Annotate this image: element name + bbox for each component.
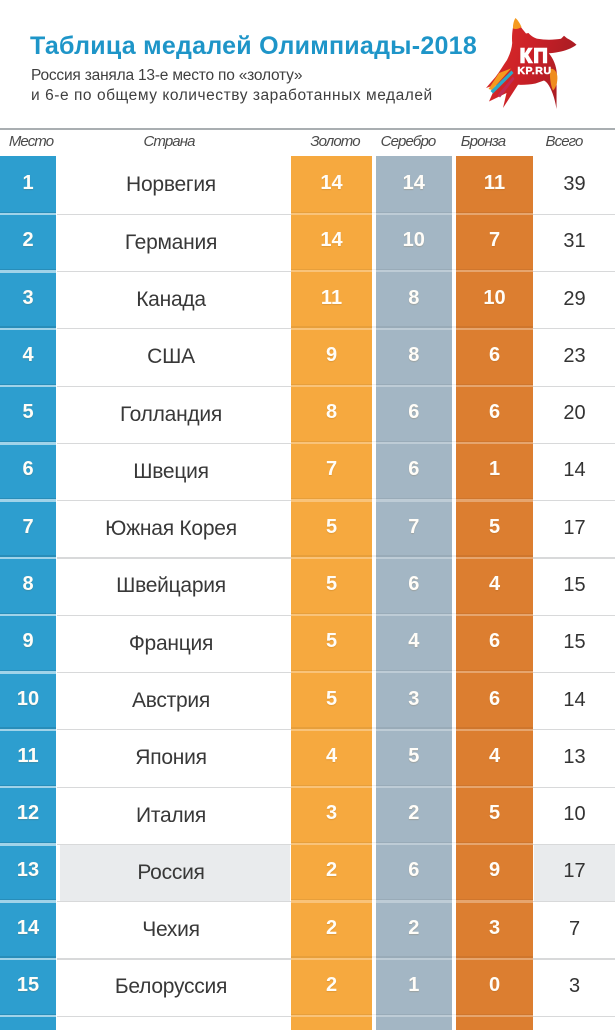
svg-text:KP.RU: KP.RU <box>517 65 551 77</box>
svg-text:КП: КП <box>520 46 550 68</box>
